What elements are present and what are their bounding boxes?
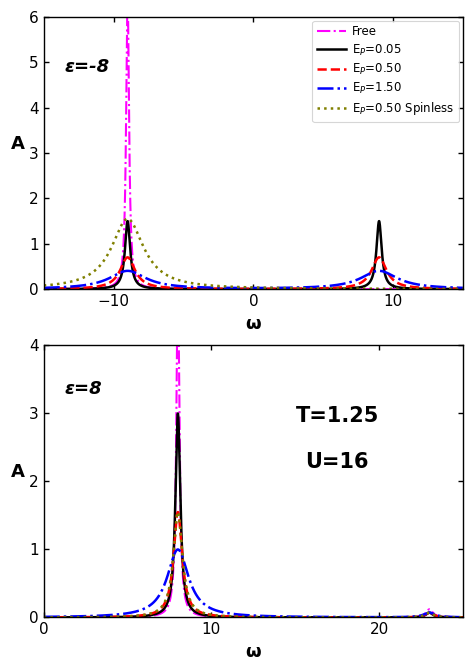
E$_P$=0.50 xyxy=(352,281,357,289)
Text: ε=-8: ε=-8 xyxy=(65,58,110,75)
E$_P$=0.05 xyxy=(352,284,357,292)
E$_P$=0.50 xyxy=(193,284,199,292)
Line: E$_P$=0.50 Spinless: E$_P$=0.50 Spinless xyxy=(44,219,463,289)
Text: U=16: U=16 xyxy=(305,452,369,472)
E$_P$=0.50 Spinless xyxy=(62,279,68,287)
Line: Free: Free xyxy=(44,0,463,289)
Line: E$_P$=0.50: E$_P$=0.50 xyxy=(44,257,463,289)
E$_P$=0.05 xyxy=(125,217,130,225)
Text: ε=8: ε=8 xyxy=(65,380,102,398)
E$_P$=0.05 xyxy=(460,285,466,293)
E$_P$=0.50 Spinless xyxy=(41,282,46,290)
X-axis label: ω: ω xyxy=(246,314,261,333)
E$_P$=0.05 xyxy=(307,285,313,293)
Y-axis label: A: A xyxy=(11,464,25,481)
E$_P$=0.50 Spinless xyxy=(352,284,357,292)
Line: E$_P$=1.50: E$_P$=1.50 xyxy=(44,271,463,288)
Free xyxy=(352,285,357,293)
E$_P$=0.50 xyxy=(41,285,46,293)
E$_P$=1.50 xyxy=(250,284,256,292)
E$_P$=0.05 xyxy=(289,285,295,293)
E$_P$=0.05 xyxy=(41,285,46,293)
E$_P$=0.50 xyxy=(250,285,256,293)
E$_P$=0.05 xyxy=(62,285,68,293)
E$_P$=1.50 xyxy=(307,283,313,291)
Free xyxy=(374,285,380,293)
E$_P$=0.50 xyxy=(62,284,68,292)
E$_P$=1.50 xyxy=(289,284,295,292)
Text: T=1.25: T=1.25 xyxy=(295,406,379,425)
Free xyxy=(289,285,295,293)
Free xyxy=(307,285,313,293)
E$_P$=0.50 xyxy=(289,285,295,293)
E$_P$=0.50 xyxy=(307,284,313,292)
Free xyxy=(41,285,46,293)
E$_P$=0.50 Spinless xyxy=(374,285,380,293)
E$_P$=1.50 xyxy=(374,267,380,275)
Y-axis label: A: A xyxy=(11,135,25,153)
E$_P$=0.50 xyxy=(374,255,380,263)
E$_P$=1.50 xyxy=(460,284,466,292)
E$_P$=0.50 Spinless xyxy=(307,284,313,292)
E$_P$=0.50 Spinless xyxy=(460,285,466,293)
E$_P$=0.50 Spinless xyxy=(289,284,295,292)
Legend: Free, E$_P$=0.05, E$_P$=0.50, E$_P$=1.50, E$_P$=0.50 Spinless: Free, E$_P$=0.05, E$_P$=0.50, E$_P$=1.50… xyxy=(312,21,459,122)
E$_P$=1.50 xyxy=(193,283,199,291)
E$_P$=0.05 xyxy=(250,285,256,293)
E$_P$=1.50 xyxy=(62,283,68,291)
E$_P$=0.50 xyxy=(125,253,130,261)
E$_P$=0.50 Spinless xyxy=(125,215,130,223)
Free xyxy=(460,285,466,293)
E$_P$=0.05 xyxy=(193,285,199,293)
E$_P$=1.50 xyxy=(125,267,130,275)
E$_P$=0.50 xyxy=(460,285,466,293)
X-axis label: ω: ω xyxy=(246,643,261,661)
Free xyxy=(193,285,199,293)
Line: E$_P$=0.05: E$_P$=0.05 xyxy=(44,221,463,289)
Free xyxy=(62,285,68,293)
E$_P$=0.05 xyxy=(374,238,380,246)
E$_P$=0.50 Spinless xyxy=(193,280,199,288)
E$_P$=1.50 xyxy=(352,277,357,285)
E$_P$=1.50 xyxy=(41,284,46,292)
